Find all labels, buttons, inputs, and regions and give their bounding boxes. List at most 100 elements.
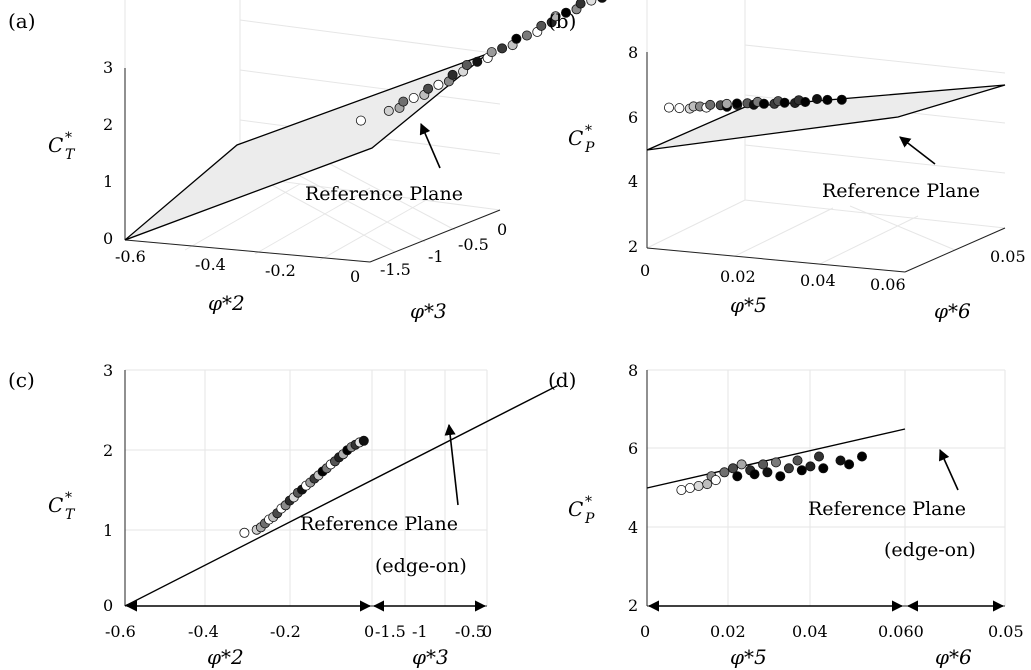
tick-label: 0 xyxy=(350,267,360,286)
tick-label: 0 xyxy=(103,596,113,615)
panel-b-z-axis xyxy=(904,227,1006,273)
panel-d-annotation-arrow xyxy=(939,448,959,491)
scatter-point xyxy=(472,56,483,67)
tick-label: 8 xyxy=(628,43,638,62)
scatter-point xyxy=(674,103,685,114)
panel-b-z-ticks: 0.05 xyxy=(990,247,1026,266)
scatter-point xyxy=(383,105,394,116)
tick-label: -0.5 xyxy=(458,235,489,254)
scatter-point xyxy=(511,33,522,44)
tick-label: 0.05 xyxy=(988,622,1024,641)
panel-a-x-axis xyxy=(124,239,371,263)
panel-b-ylabel: C * P xyxy=(568,123,595,156)
panel-c-y-ticks: 3 2 1 0 xyxy=(103,361,113,615)
panel-c-annotation-2: (edge-on) xyxy=(375,555,467,577)
panel-c-points xyxy=(239,435,369,538)
tick-label: -0.2 xyxy=(265,261,296,280)
scatter-point xyxy=(447,69,458,80)
scatter-point xyxy=(800,97,811,108)
tick-label: 0 xyxy=(640,261,650,280)
scatter-point xyxy=(398,96,409,107)
tick-label: 0.04 xyxy=(792,622,828,641)
scatter-point xyxy=(857,451,868,462)
tick-label: -0.6 xyxy=(105,622,136,641)
ylabel-main: C xyxy=(568,497,583,521)
tick-label: 0.04 xyxy=(800,271,836,290)
tick-label: -1.5 xyxy=(375,622,406,641)
panel-b-xlabel: φ*5 xyxy=(730,293,767,317)
ylabel-sup: * xyxy=(65,490,72,506)
panel-b-zlabel: φ*6 xyxy=(934,299,971,323)
panel-a-annotation: Reference Plane xyxy=(305,183,463,205)
panel-b-annotation: Reference Plane xyxy=(822,180,980,202)
ylabel-sup: * xyxy=(585,123,592,139)
scatter-point xyxy=(836,94,847,105)
scatter-point xyxy=(844,459,855,470)
scatter-point xyxy=(423,83,434,94)
panel-c-ylabel: C * T xyxy=(48,490,76,523)
panel-d-annotation: Reference Plane xyxy=(808,498,966,520)
scatter-point xyxy=(783,463,794,474)
scatter-point xyxy=(497,43,508,54)
tick-label: -1.5 xyxy=(380,260,411,279)
tick-label: 3 xyxy=(103,58,113,77)
scatter-point xyxy=(775,471,786,482)
panel-c-zlabel: φ*3 xyxy=(412,645,449,669)
tick-label: -0.4 xyxy=(188,622,219,641)
panel-a-ylabel: C * T xyxy=(48,130,76,163)
tick-label: 4 xyxy=(628,172,638,191)
tick-label: -0.5 xyxy=(455,622,486,641)
scatter-point xyxy=(710,475,721,486)
scatter-point xyxy=(408,93,419,104)
panel-c: (c) 3 2 1 0 -0.6 -0.4 -0.2 0 -1.5 -1 -0.… xyxy=(8,361,558,669)
tick-label: 6 xyxy=(628,108,638,127)
ylabel-sub: T xyxy=(65,147,76,163)
scatter-point xyxy=(702,479,713,490)
scatter-point xyxy=(536,20,547,31)
scatter-point xyxy=(814,451,825,462)
panel-a-x-ticks: -0.6 -0.4 -0.2 0 xyxy=(115,247,360,286)
ylabel-main: C xyxy=(48,133,63,157)
ylabel-sub: P xyxy=(584,511,595,527)
panel-d-xlabel: φ*5 xyxy=(730,645,767,669)
panel-d-label: (d) xyxy=(548,368,576,392)
panel-a-xlabel: φ*2 xyxy=(208,291,245,315)
scatter-point xyxy=(771,457,782,468)
panel-d-y-ticks: 8 6 4 2 xyxy=(628,361,638,615)
scatter-point xyxy=(355,115,366,126)
tick-label: 2 xyxy=(103,441,113,460)
scatter-point xyxy=(805,461,816,472)
scatter-point xyxy=(728,463,739,474)
scatter-point xyxy=(239,527,250,538)
ylabel-sub: P xyxy=(584,140,595,156)
scatter-point xyxy=(762,467,773,478)
tick-label: 0 xyxy=(364,622,374,641)
tick-label: 0 xyxy=(103,229,113,248)
panel-c-x-ticks: -0.6 -0.4 -0.2 0 -1.5 -1 -0.5 0 xyxy=(105,622,492,641)
panel-d-grid xyxy=(647,369,1006,606)
panel-a-reference-plane xyxy=(124,53,488,241)
panel-d-ylabel: C * P xyxy=(568,494,595,527)
scatter-point xyxy=(721,98,732,109)
panel-b-reference-plane xyxy=(646,84,1006,151)
panel-b-points xyxy=(664,94,847,114)
scatter-point xyxy=(732,98,743,109)
tick-label: 4 xyxy=(628,518,638,537)
scatter-point xyxy=(586,0,597,6)
ylabel-sup: * xyxy=(65,130,72,146)
tick-label: 2 xyxy=(103,115,113,134)
panel-d-points xyxy=(676,451,868,495)
tick-label: 0.060 xyxy=(878,622,924,641)
scatter-point xyxy=(693,480,704,491)
tick-label: 0.02 xyxy=(710,622,746,641)
panel-c-xlabel: φ*2 xyxy=(207,645,244,669)
tick-label: -1 xyxy=(412,622,428,641)
panel-d-x-ticks: 0 0.02 0.04 0.060 0.05 xyxy=(640,622,1024,641)
tick-label: 2 xyxy=(628,596,638,615)
scatter-point xyxy=(835,455,846,466)
panel-c-label: (c) xyxy=(8,368,35,392)
panel-a-zlabel: φ*3 xyxy=(410,299,447,323)
scatter-point xyxy=(685,482,696,493)
tick-label: 6 xyxy=(628,439,638,458)
